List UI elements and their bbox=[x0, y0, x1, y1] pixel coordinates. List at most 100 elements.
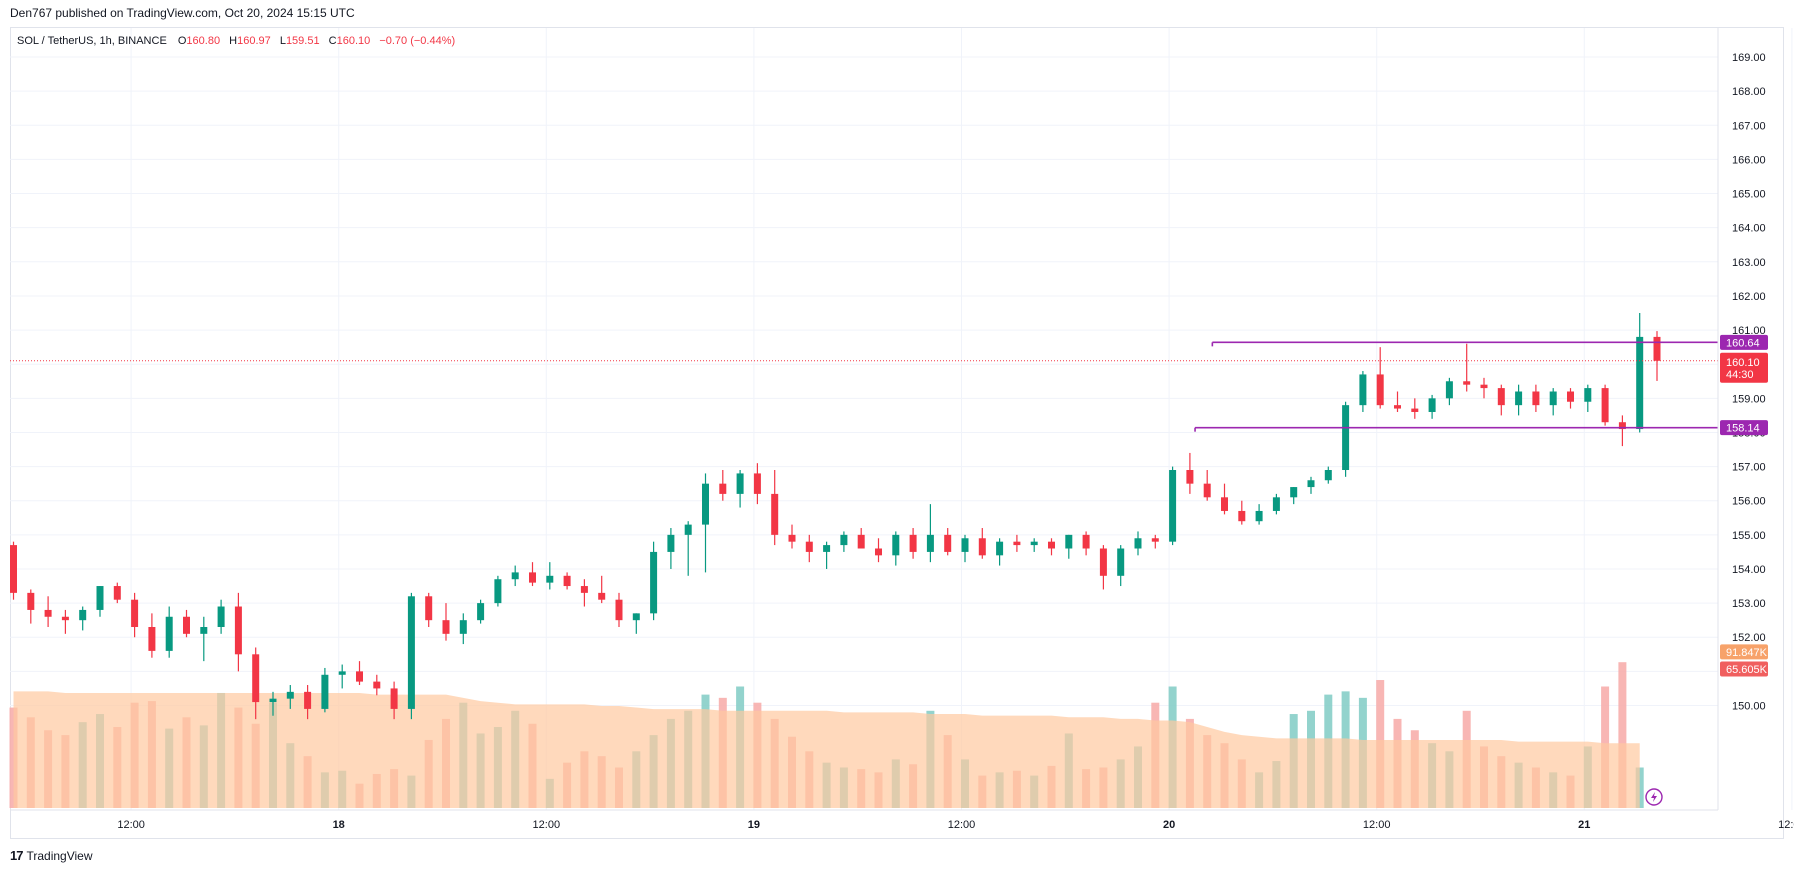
low-value: 159.51 bbox=[285, 35, 320, 47]
candle-body bbox=[165, 616, 173, 651]
price-tick-label: 156.00 bbox=[1732, 496, 1766, 508]
level-tag-upper-bg bbox=[1720, 334, 1768, 350]
candle-body bbox=[407, 596, 415, 709]
price-axis: 150.00151.00152.00153.00154.00155.00156.… bbox=[1717, 28, 1766, 810]
candle-body bbox=[1515, 391, 1523, 406]
candle-body bbox=[650, 551, 658, 614]
candle-body bbox=[1359, 374, 1367, 406]
candle-body bbox=[511, 572, 519, 580]
candle-body bbox=[580, 586, 588, 593]
candle-body bbox=[1238, 510, 1246, 522]
candle-body bbox=[1411, 408, 1419, 412]
price-tick-label: 163.00 bbox=[1732, 257, 1766, 269]
candle-body bbox=[546, 575, 554, 583]
open-value: 160.80 bbox=[186, 35, 221, 47]
volume-ma-shape bbox=[13, 691, 1640, 808]
candle-body bbox=[978, 538, 986, 556]
time-axis: 12:001812:001912:002012:002112:002212:00… bbox=[10, 809, 1794, 831]
price-tick-label: 154.00 bbox=[1732, 564, 1766, 576]
countdown-tag: 44:30 bbox=[1726, 369, 1754, 381]
candle-body bbox=[892, 534, 900, 556]
candle-body bbox=[27, 592, 35, 610]
price-tick-label: 166.00 bbox=[1732, 154, 1766, 166]
change-value: −0.70 (−0.44%) bbox=[379, 35, 456, 47]
candle-body bbox=[1013, 541, 1021, 546]
candle-body bbox=[1601, 388, 1609, 423]
candle-body bbox=[529, 572, 536, 583]
candle-body bbox=[1099, 548, 1107, 576]
candle-body bbox=[1653, 336, 1661, 361]
candle-body bbox=[356, 671, 363, 682]
candle-body bbox=[217, 606, 225, 628]
time-tick-label: 20 bbox=[1163, 819, 1175, 831]
price-tick-label: 169.00 bbox=[1732, 52, 1766, 64]
time-tick-label: 12:00 bbox=[1778, 819, 1794, 831]
candle-body bbox=[788, 534, 796, 542]
candle-body bbox=[667, 534, 675, 552]
candle-body bbox=[10, 545, 17, 593]
tv-logo-icon: 17 bbox=[10, 848, 24, 863]
time-tick-label: 12:00 bbox=[948, 819, 976, 831]
time-tick-label: 18 bbox=[333, 819, 345, 831]
price-tick-label: 157.00 bbox=[1732, 462, 1766, 474]
candle-body bbox=[338, 671, 346, 675]
publisher-line: Den767 published on TradingView.com, Oct… bbox=[10, 6, 355, 20]
price-tick-label: 161.00 bbox=[1732, 325, 1766, 337]
candle-body bbox=[926, 534, 934, 552]
candle-body bbox=[390, 688, 398, 709]
level-tag-lower: 158.14 bbox=[1726, 423, 1760, 435]
candle-body bbox=[44, 609, 52, 617]
candle-body bbox=[719, 483, 727, 494]
candle-body bbox=[1445, 381, 1453, 399]
high-value: 160.97 bbox=[237, 35, 271, 47]
candle-body bbox=[1117, 548, 1125, 576]
lightning-glyph bbox=[1651, 792, 1657, 802]
candle-body bbox=[615, 599, 623, 621]
chart-pane[interactable] bbox=[10, 27, 1784, 839]
price-tick-label: 155.00 bbox=[1732, 530, 1766, 542]
price-tick-label: 164.00 bbox=[1732, 223, 1766, 235]
candle-body bbox=[1532, 391, 1540, 406]
candle-body bbox=[442, 620, 450, 634]
candle-body bbox=[961, 538, 969, 552]
candle-body bbox=[1307, 480, 1315, 488]
candle-body bbox=[1082, 534, 1090, 549]
close-value: 160.10 bbox=[336, 35, 371, 47]
candle-body bbox=[1272, 497, 1280, 511]
time-tick-label: 19 bbox=[748, 819, 760, 831]
candle-body bbox=[1342, 405, 1350, 471]
price-tick-label: 159.00 bbox=[1732, 393, 1766, 405]
candle-body bbox=[1030, 541, 1038, 546]
tradingview-logo[interactable]: 17 TradingView bbox=[10, 848, 93, 863]
price-tick-label: 167.00 bbox=[1732, 120, 1766, 132]
volume-bar bbox=[1618, 662, 1627, 808]
candle-body bbox=[1618, 422, 1626, 430]
candle-body bbox=[1394, 405, 1401, 409]
candle-body bbox=[200, 627, 208, 634]
candle-body bbox=[702, 483, 709, 525]
candle-body bbox=[1567, 391, 1574, 402]
low-label: L bbox=[279, 35, 286, 47]
candle-body bbox=[909, 534, 917, 552]
candle-body bbox=[304, 691, 312, 709]
candle-body bbox=[840, 534, 848, 546]
level-tag-lower-bg bbox=[1720, 420, 1768, 436]
time-tick-label: 12:00 bbox=[533, 819, 561, 831]
open-label: O bbox=[177, 35, 187, 47]
candle-body bbox=[1480, 384, 1488, 389]
candle-body bbox=[61, 616, 69, 621]
candle-body bbox=[1221, 497, 1228, 511]
candle-body bbox=[1169, 470, 1177, 542]
time-tick-label: 12:00 bbox=[117, 819, 145, 831]
price-tick-label: 162.00 bbox=[1732, 291, 1766, 303]
time-tick-label: 21 bbox=[1578, 819, 1590, 831]
candle-body bbox=[857, 534, 865, 549]
symbol-label[interactable]: SOL / TetherUS, 1h, BINANCE bbox=[17, 35, 167, 47]
candle-body bbox=[183, 616, 190, 634]
candle-body bbox=[79, 609, 87, 621]
candle-body bbox=[131, 599, 139, 628]
candle-body bbox=[269, 698, 277, 703]
candle-body bbox=[96, 586, 104, 610]
